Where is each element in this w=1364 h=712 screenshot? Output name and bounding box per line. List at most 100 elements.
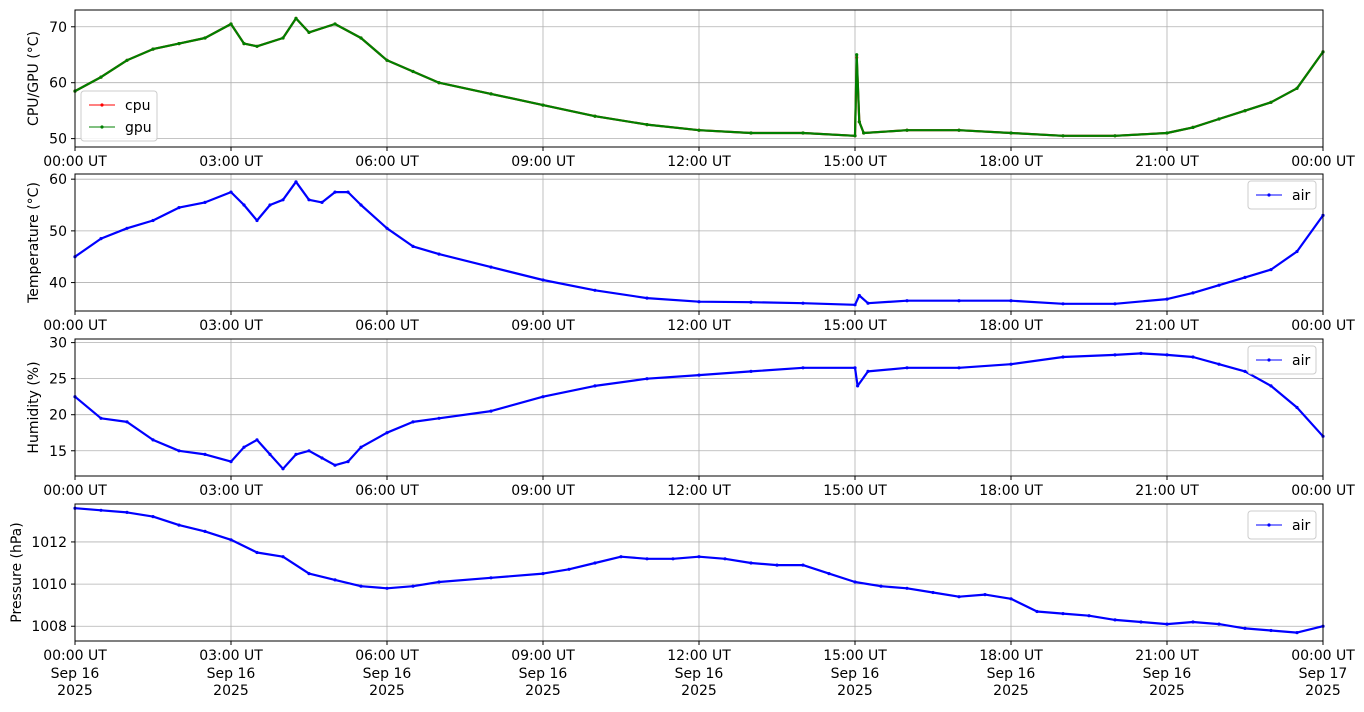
x-tick-sublabel: Sep 16 <box>1143 666 1192 682</box>
data-point-gpu <box>801 131 805 135</box>
data-point-air <box>541 572 545 576</box>
legend-label-air: air <box>1292 188 1310 204</box>
data-point-air <box>697 555 701 559</box>
x-tick-label: 09:00 UT <box>511 483 575 499</box>
data-point-air <box>1113 353 1117 357</box>
data-point-gpu <box>1165 131 1169 135</box>
data-point-gpu <box>905 128 909 132</box>
y-axis-label: Temperature (°C) <box>26 182 42 304</box>
data-point-air <box>99 237 103 241</box>
data-point-air <box>151 515 155 519</box>
chart-panel-1: 00:00 UT 03:00 UT 06:00 UT 09:00 UT 12:00 UT… <box>26 172 1355 334</box>
data-point-air <box>437 416 441 420</box>
data-point-gpu <box>1009 131 1013 135</box>
data-point-gpu <box>593 114 597 118</box>
data-point-air <box>255 550 259 555</box>
x-tick-label: 21:00 UT <box>1135 318 1199 334</box>
x-tick-sublabel: 2025 <box>837 683 873 699</box>
y-tick-label: 1010 <box>31 577 67 593</box>
legend-marker-air <box>1267 523 1271 527</box>
data-point-air <box>177 449 181 453</box>
data-point-air <box>853 366 857 370</box>
legend-box <box>80 90 158 142</box>
x-tick-label: 21:00 UT <box>1135 154 1199 170</box>
data-point-air <box>853 580 857 584</box>
y-tick-label: 25 <box>49 372 67 388</box>
data-point-gpu <box>857 120 861 124</box>
data-point-gpu <box>862 131 866 135</box>
x-tick-sublabel: Sep 16 <box>831 666 880 682</box>
data-point-air <box>1295 249 1299 254</box>
y-tick-label: 1012 <box>31 535 67 551</box>
data-point-air <box>333 190 337 194</box>
data-point-air <box>645 296 649 300</box>
data-point-air <box>853 303 857 307</box>
data-point-gpu <box>1061 134 1065 138</box>
legend: air <box>1247 510 1317 540</box>
x-tick-label: 18:00 UT <box>979 483 1043 499</box>
data-point-air <box>346 190 350 194</box>
x-tick-label: 03:00 UT <box>199 648 263 664</box>
data-point-air <box>1269 628 1273 633</box>
data-point-air <box>255 218 259 223</box>
data-point-gpu <box>294 16 298 20</box>
y-tick-label: 40 <box>49 276 67 292</box>
data-point-gpu <box>957 128 961 132</box>
y-axis-label: CPU/GPU (°C) <box>26 31 42 126</box>
data-point-air <box>359 203 363 207</box>
data-point-gpu <box>281 36 285 40</box>
data-point-gpu <box>125 58 129 62</box>
data-point-air <box>177 523 181 527</box>
data-point-gpu <box>359 36 363 40</box>
x-tick-label: 15:00 UT <box>823 318 887 334</box>
data-point-air <box>385 226 389 230</box>
x-tick-sublabel: 2025 <box>681 683 717 699</box>
data-point-air <box>749 561 753 565</box>
data-point-air <box>1113 618 1117 622</box>
data-point-air <box>1243 626 1247 631</box>
data-point-air <box>1243 275 1247 279</box>
data-point-air <box>489 409 493 413</box>
x-tick-label: 00:00 UT <box>1291 154 1355 170</box>
legend: air <box>1247 345 1317 375</box>
data-point-gpu <box>853 134 857 138</box>
x-tick-label: 03:00 UT <box>199 154 263 170</box>
data-point-air <box>931 590 935 595</box>
data-point-air <box>1009 597 1013 601</box>
data-point-air <box>411 420 415 424</box>
chart-panel-2: 00:00 UT 03:00 UT 06:00 UT 09:00 UT 12:00 UT… <box>26 336 1355 499</box>
data-point-air <box>645 377 649 381</box>
plot-frame <box>74 503 1324 642</box>
data-point-air <box>1009 299 1013 303</box>
data-point-air <box>1295 405 1299 410</box>
data-point-air <box>593 561 597 565</box>
data-point-gpu <box>203 36 207 40</box>
data-point-gpu <box>437 81 441 85</box>
data-point-air <box>320 200 324 204</box>
data-point-air <box>1217 362 1221 366</box>
data-point-gpu <box>645 123 649 127</box>
x-tick-label: 15:00 UT <box>823 483 887 499</box>
data-point-air <box>1217 622 1221 626</box>
data-point-air <box>1061 612 1065 616</box>
data-point-air <box>437 252 441 256</box>
data-point-air <box>1087 614 1091 618</box>
x-tick-label: 12:00 UT <box>667 483 731 499</box>
data-point-gpu <box>229 22 233 26</box>
data-point-air <box>359 445 363 449</box>
legend: air <box>1247 180 1317 210</box>
x-tick-label: 06:00 UT <box>355 648 419 664</box>
data-point-gpu <box>307 30 311 34</box>
x-tick-sublabel: 2025 <box>1305 683 1341 699</box>
legend-label-gpu: gpu <box>125 120 152 136</box>
x-tick-label: 21:00 UT <box>1135 648 1199 664</box>
data-point-gpu <box>1243 109 1247 113</box>
data-point-gpu <box>411 69 415 74</box>
data-point-air <box>619 555 623 559</box>
x-tick-label: 15:00 UT <box>823 648 887 664</box>
data-point-air <box>1113 302 1117 306</box>
data-point-air <box>125 226 129 230</box>
y-axis-label: Pressure (hPa) <box>9 522 25 622</box>
x-tick-sublabel: 2025 <box>1149 683 1185 699</box>
